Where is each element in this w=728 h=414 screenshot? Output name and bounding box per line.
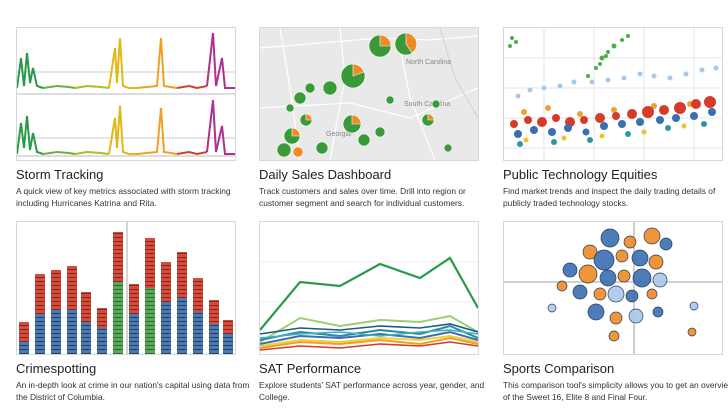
storm-tracking-sparklines bbox=[17, 28, 235, 160]
card-description: Explore students' SAT performance across… bbox=[259, 380, 485, 402]
map-label-georgia: Georgia bbox=[326, 131, 351, 138]
card-title[interactable]: Public Technology Equities bbox=[503, 167, 658, 182]
map-label-north-carolina: North Carolina bbox=[406, 59, 451, 66]
card-title[interactable]: Crimespotting bbox=[16, 361, 97, 376]
card-description: Track customers and sales over time. Dri… bbox=[259, 186, 466, 208]
sports-comparison-bubbles bbox=[504, 222, 722, 354]
sales-map: North Carolina South Carolina Georgia bbox=[260, 28, 478, 160]
sat-performance-thumbnail[interactable] bbox=[259, 221, 479, 355]
card-title[interactable]: Sports Comparison bbox=[503, 361, 615, 376]
card-description: An in-depth look at crime in our nation'… bbox=[16, 380, 250, 402]
sports-comparison-thumbnail[interactable] bbox=[503, 221, 723, 355]
card-description: Find market trends and inspect the daily… bbox=[503, 186, 716, 208]
sat-performance-lines bbox=[260, 222, 478, 354]
card-description: This comparison tool's simplicity allows… bbox=[503, 380, 728, 402]
crimespotting-thumbnail[interactable] bbox=[16, 221, 236, 355]
storm-tracking-thumbnail[interactable] bbox=[16, 27, 236, 161]
card-title[interactable]: SAT Performance bbox=[259, 361, 362, 376]
equities-scatter bbox=[504, 28, 722, 160]
equities-thumbnail[interactable] bbox=[503, 27, 723, 161]
daily-sales-thumbnail[interactable]: North Carolina South Carolina Georgia bbox=[259, 27, 479, 161]
card-title[interactable]: Daily Sales Dashboard bbox=[259, 167, 392, 182]
card-description: A quick view of key metrics associated w… bbox=[16, 186, 231, 208]
card-title[interactable]: Storm Tracking bbox=[16, 167, 104, 182]
crimespotting-bars bbox=[17, 222, 235, 354]
map-label-south-carolina: South Carolina bbox=[404, 101, 450, 108]
